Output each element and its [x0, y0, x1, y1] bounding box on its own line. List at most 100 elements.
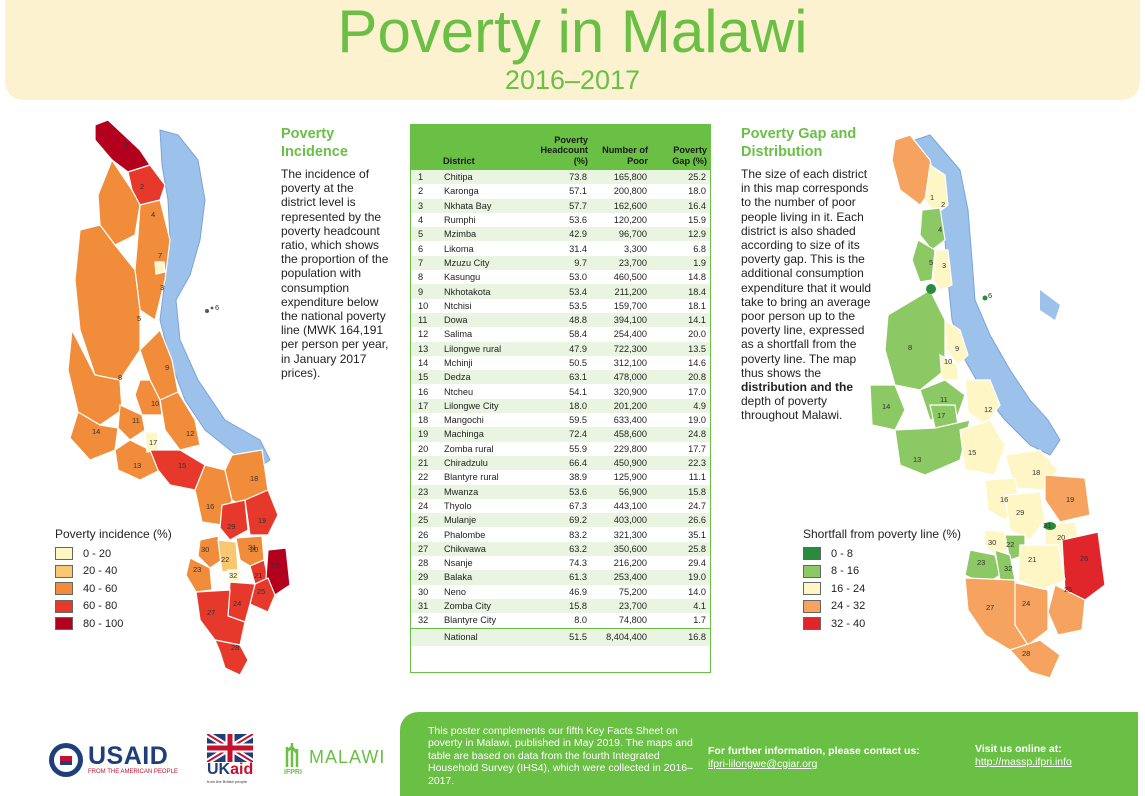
row-district: Zomba rural — [439, 441, 532, 456]
map-label-21: 21 — [254, 571, 262, 580]
map-label-9: 9 — [165, 363, 169, 372]
legend-item: 20 - 40 — [55, 563, 172, 581]
gap-district-8 — [884, 289, 946, 391]
national-gap: 16.8 — [652, 627, 711, 646]
row-gap: 6.8 — [652, 241, 711, 256]
row-district: Ntchisi — [439, 298, 532, 313]
gap-label-10: 10 — [944, 357, 952, 366]
row-number: 16 — [410, 384, 439, 399]
legend-swatch — [55, 599, 73, 613]
row-number: 15 — [410, 370, 439, 385]
map-label-11: 11 — [132, 416, 140, 425]
table-row: 18 Mangochi 59.5 633,400 19.0 — [410, 413, 711, 428]
row-number: 29 — [410, 570, 439, 585]
gap-district-3 — [932, 249, 953, 291]
district-12 — [159, 391, 201, 451]
row-headcount: 63.1 — [532, 370, 592, 385]
national-label: National — [439, 627, 532, 646]
gap-district-19 — [1044, 474, 1091, 523]
table-row: 23 Mwanza 53.6 56,900 15.8 — [410, 484, 711, 499]
row-number-poor: 722,300 — [592, 341, 652, 356]
row-number-poor: 56,900 — [592, 484, 652, 499]
map-label-23: 23 — [193, 565, 201, 574]
row-district: Balaka — [439, 570, 532, 585]
row-district: Ntcheu — [439, 384, 532, 399]
row-gap: 13.5 — [652, 341, 711, 356]
col-number-poor: Number of Poor — [592, 124, 652, 170]
row-headcount: 15.8 — [532, 598, 592, 614]
gap-label-32: 32 — [1004, 564, 1012, 573]
map-label-15: 15 — [178, 461, 186, 470]
row-number: 22 — [410, 470, 439, 485]
row-gap: 18.1 — [652, 298, 711, 313]
ifpri-malawi-logo: IFPRI MALAWI — [283, 741, 388, 779]
gap-label-16: 16 — [1000, 495, 1008, 504]
row-headcount: 47.9 — [532, 341, 592, 356]
row-headcount: 73.8 — [532, 170, 592, 185]
table-row: 25 Mulanje 69.2 403,000 26.6 — [410, 513, 711, 528]
gap-label-1: 1 — [930, 193, 934, 202]
legend-swatch — [803, 547, 821, 561]
legend-swatch — [55, 582, 73, 596]
footer-visit: Visit us online at: http://massp.ifpri.i… — [975, 743, 1072, 769]
row-headcount: 50.5 — [532, 355, 592, 371]
table-row: 29 Balaka 61.3 253,400 19.0 — [410, 570, 711, 585]
row-district: Lilongwe City — [439, 398, 532, 414]
row-number-poor: 125,900 — [592, 470, 652, 485]
row-district: Mulanje — [439, 513, 532, 528]
legend-item: 16 - 24 — [803, 580, 961, 598]
row-number: 25 — [410, 513, 439, 528]
legend-swatch — [803, 582, 821, 596]
row-gap: 24.8 — [652, 427, 711, 442]
row-number: 3 — [410, 198, 439, 213]
district-15 — [149, 449, 206, 491]
contact-email-link[interactable]: ifpri-lilongwe@cgiar.org — [708, 758, 818, 770]
row-gap: 14.0 — [652, 584, 711, 599]
gap-district-28 — [1008, 639, 1061, 679]
row-headcount: 53.0 — [532, 270, 592, 285]
gap-district-25 — [1047, 584, 1086, 636]
row-headcount: 31.4 — [532, 241, 592, 256]
row-gap: 1.9 — [652, 255, 711, 271]
row-district: Thyolo — [439, 498, 532, 514]
row-headcount: 42.9 — [532, 227, 592, 242]
row-gap: 26.6 — [652, 513, 711, 528]
row-district: Karonga — [439, 184, 532, 199]
gap-label-12: 12 — [984, 405, 992, 414]
row-number-poor: 460,500 — [592, 270, 652, 285]
row-number: 18 — [410, 413, 439, 428]
row-number-poor: 201,200 — [592, 398, 652, 414]
row-number: 7 — [410, 255, 439, 271]
legend-item: 32 - 40 — [803, 615, 961, 633]
row-headcount: 18.0 — [532, 398, 592, 414]
table-row: 12 Salima 58.4 254,400 20.0 — [410, 327, 711, 342]
row-number: 11 — [410, 312, 439, 328]
table-row: 10 Ntchisi 53.5 159,700 18.1 — [410, 298, 711, 313]
row-headcount: 54.1 — [532, 384, 592, 399]
row-district: Nkhata Bay — [439, 198, 532, 213]
row-gap: 24.7 — [652, 498, 711, 514]
row-number-poor: 23,700 — [592, 598, 652, 614]
page-title: Poverty in Malawi — [337, 0, 808, 65]
table-row: 32 Blantyre City 8.0 74,800 1.7 — [410, 613, 711, 628]
legend-item: 0 - 20 — [55, 545, 172, 563]
row-number: 30 — [410, 584, 439, 599]
row-number-poor: 478,000 — [592, 370, 652, 385]
row-headcount: 66.4 — [532, 455, 592, 471]
table-row: 9 Nkhotakota 53.4 211,200 18.4 — [410, 284, 711, 299]
table-row: 1 Chitipa 73.8 165,800 25.2 — [410, 170, 711, 185]
district-8 — [67, 327, 123, 426]
row-district: Chitipa — [439, 170, 532, 185]
gap-district-5 — [911, 239, 936, 283]
row-headcount: 57.7 — [532, 198, 592, 213]
gap-label-23: 23 — [977, 558, 985, 567]
row-district: Salima — [439, 327, 532, 342]
map-label-30: 30 — [201, 545, 209, 554]
district-28 — [214, 639, 249, 676]
row-number-poor: 633,400 — [592, 413, 652, 428]
row-gap: 15.9 — [652, 212, 711, 228]
row-gap: 11.1 — [652, 470, 711, 485]
visit-url-link[interactable]: http://massp.ifpri.info — [975, 756, 1072, 768]
row-district: Kasungu — [439, 270, 532, 285]
national-headcount: 51.5 — [532, 627, 592, 646]
